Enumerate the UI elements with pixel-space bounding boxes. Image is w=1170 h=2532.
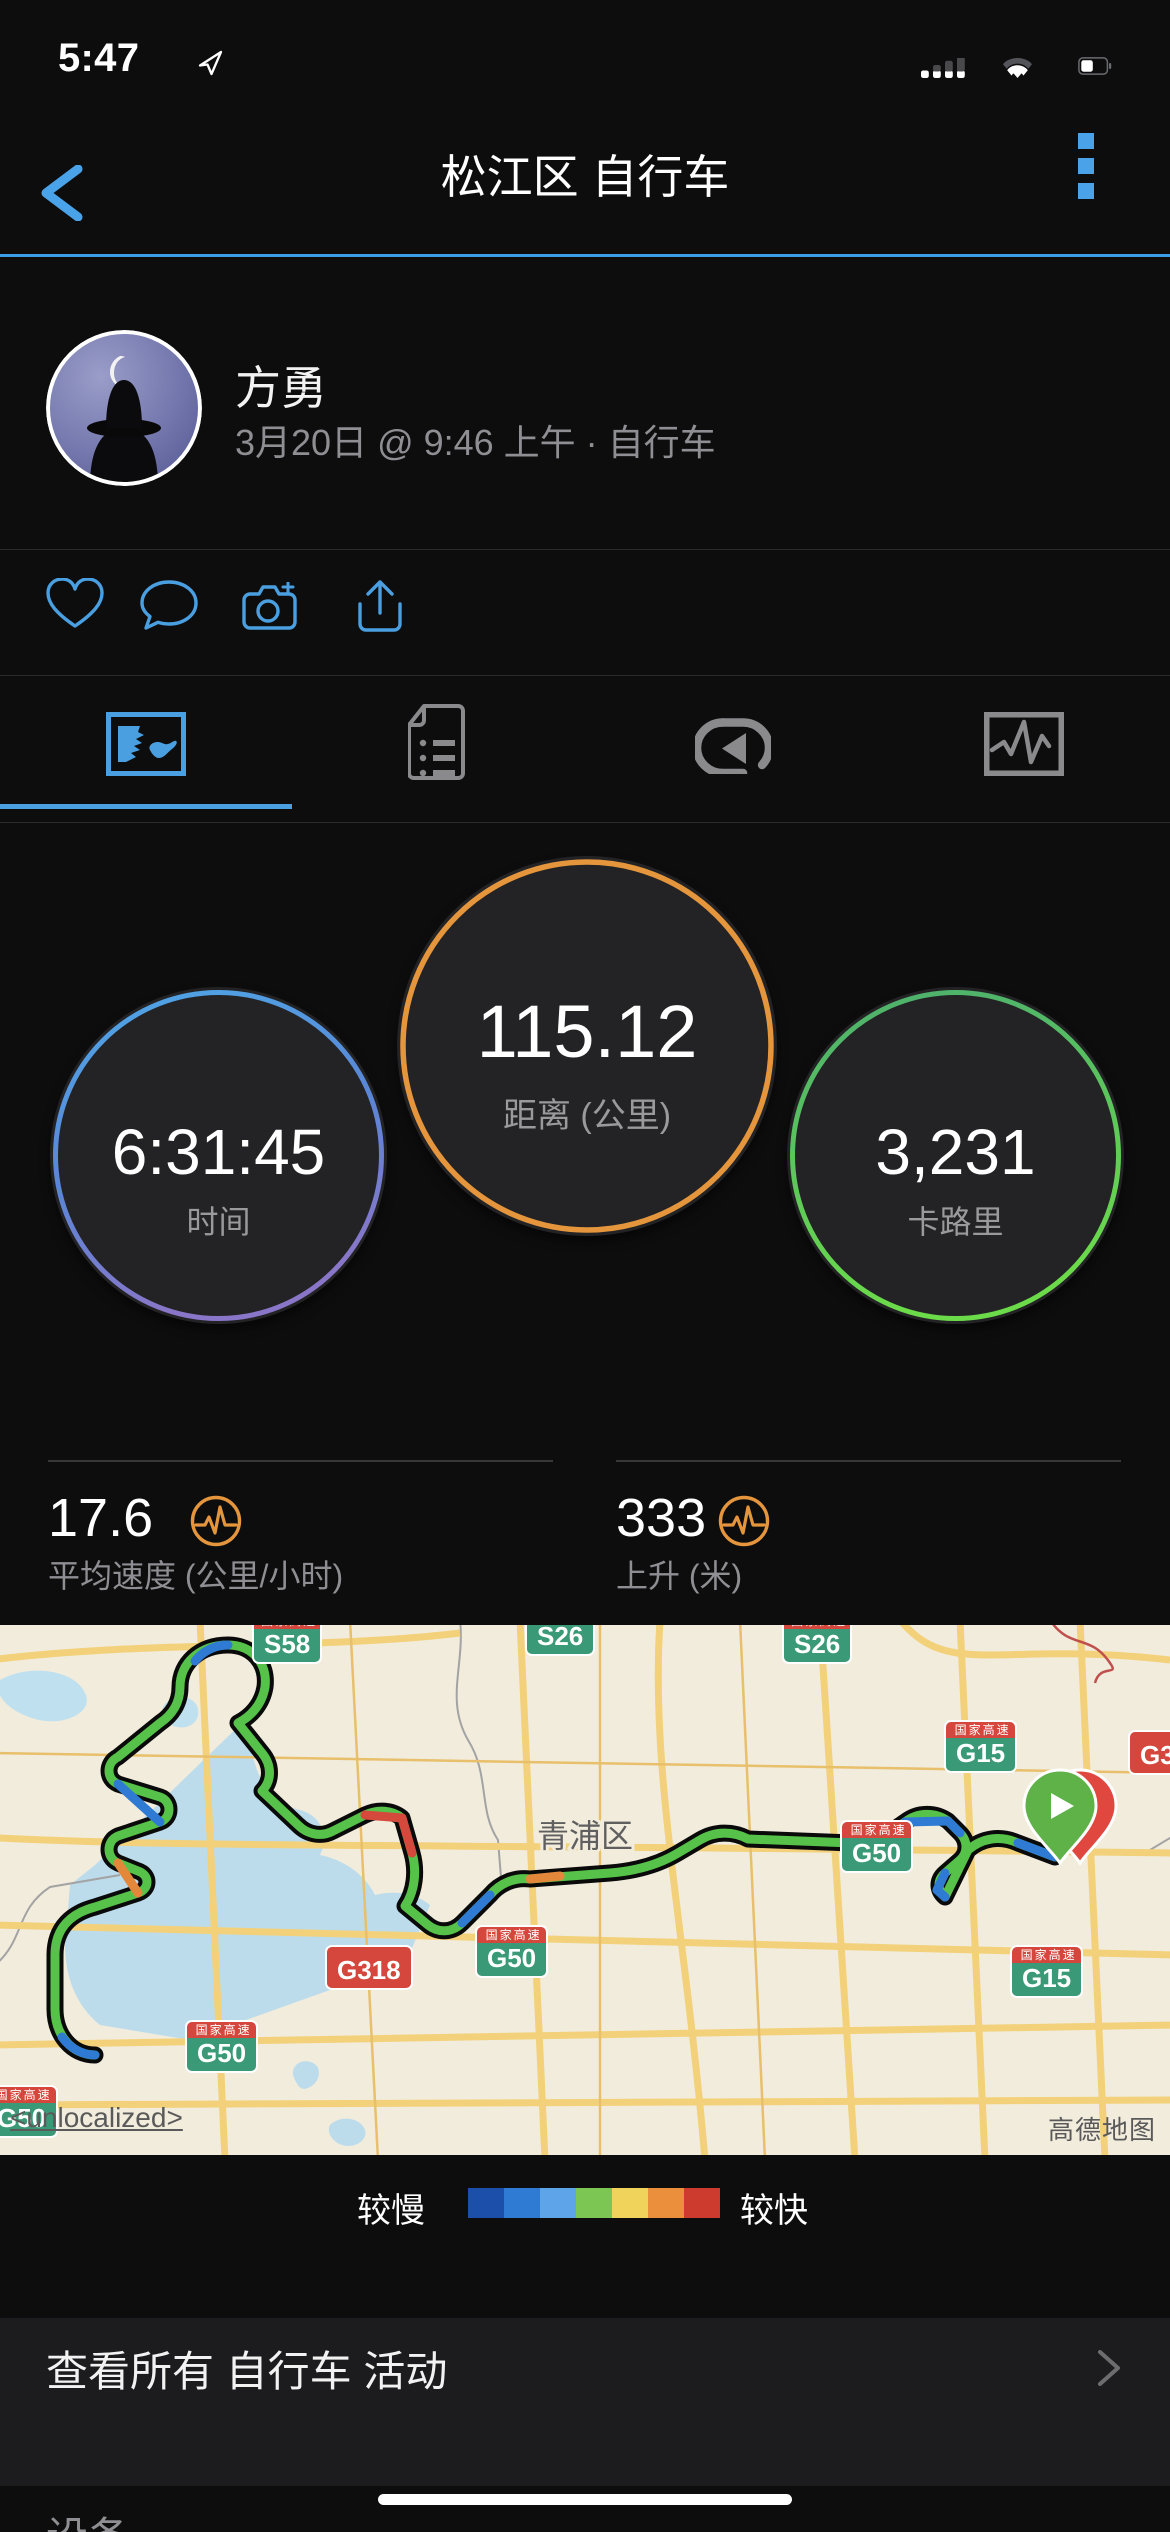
svg-text:青浦区: 青浦区 [537,1818,633,1854]
